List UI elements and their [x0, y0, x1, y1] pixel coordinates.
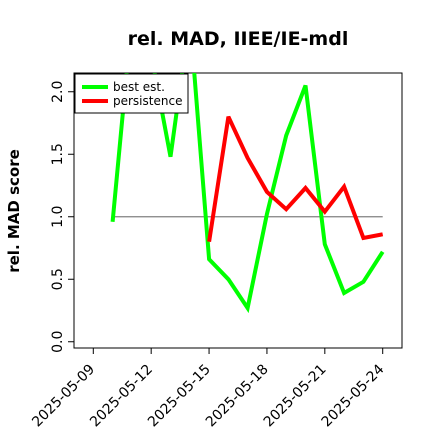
series-line-best-est	[110, 73, 385, 314]
plot-area	[110, 73, 385, 314]
y-tick-label: 1.5	[50, 143, 66, 165]
x-axis: 2025-05-092025-05-122025-05-152025-05-18…	[29, 348, 388, 430]
y-axis-label: rel. MAD score	[5, 149, 23, 273]
series-layer	[110, 73, 385, 314]
y-tick-label: 0.0	[50, 331, 66, 353]
y-tick-label: 1.0	[50, 206, 66, 228]
plot-frame	[73, 72, 403, 349]
chart-title: rel. MAD, IIEE/IE-mdl	[128, 28, 349, 50]
legend-label-best-est: best est.	[113, 80, 165, 94]
legend: best est. persistence	[74, 73, 189, 114]
legend-label-persistence: persistence	[113, 94, 182, 108]
legend-box	[74, 73, 189, 114]
y-tick-label: 2.0	[50, 81, 66, 103]
x-tick-label: 2025-05-24	[319, 361, 388, 430]
series-line-persistence	[207, 115, 384, 243]
y-axis: 0.0 0.5 1.0 1.5 2.0	[50, 81, 74, 353]
y-tick-label: 0.5	[50, 268, 66, 290]
